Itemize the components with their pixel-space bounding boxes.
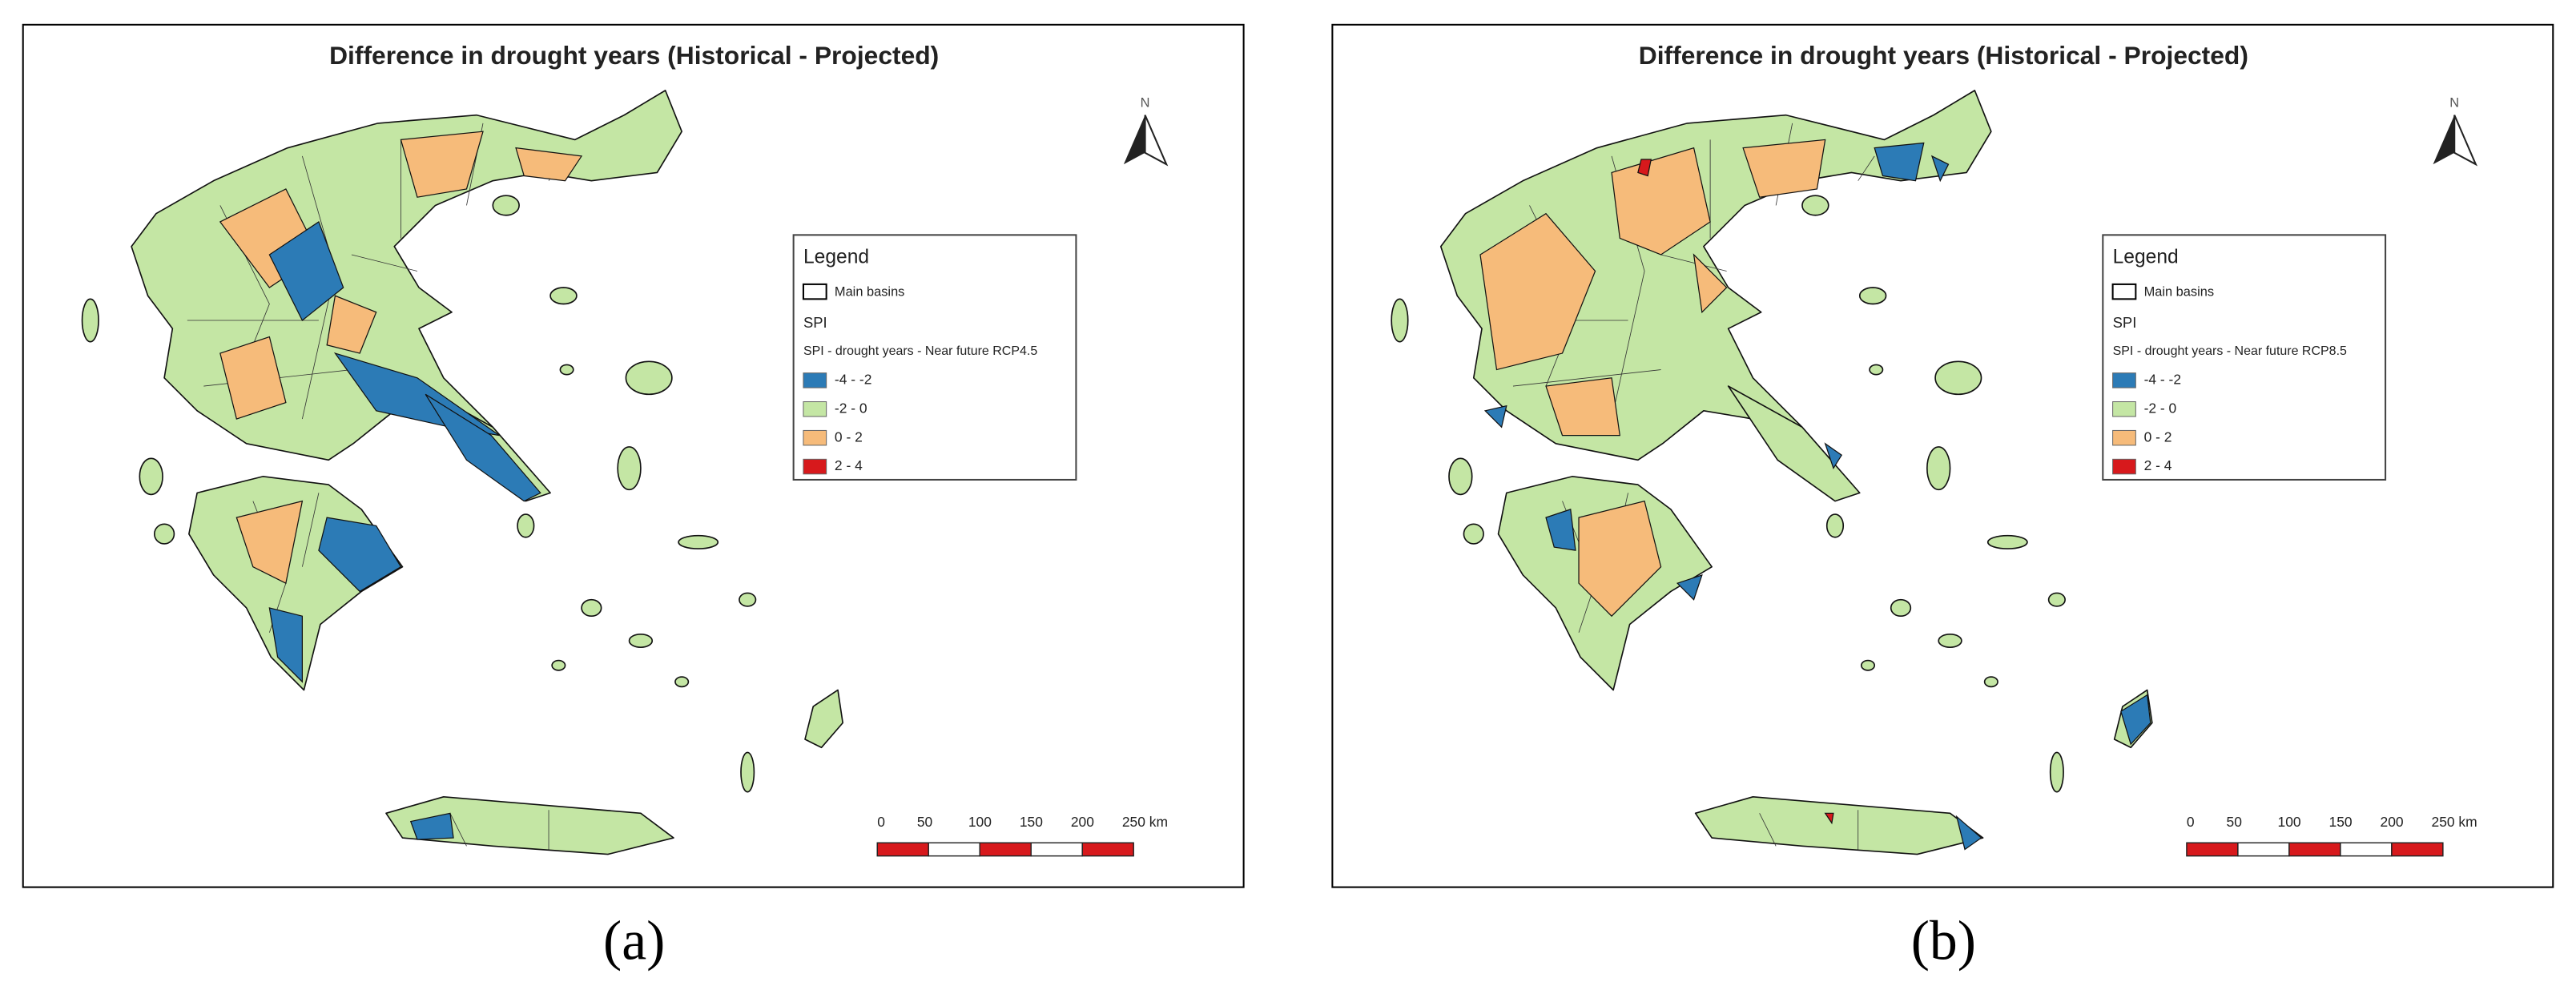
map-title: Difference in drought years (Historical … [1639,41,2248,70]
legend-label: -2 - 0 [835,400,867,416]
class-patches [1479,139,2151,851]
legend-label: -2 - 0 [2144,400,2177,416]
scale-segment [1081,842,1134,857]
scale-label: 100 [2278,814,2301,830]
legend-swatch [2112,429,2136,446]
scale-segment [2186,842,2239,857]
basin-patch [425,393,541,502]
legend-label: 0 - 2 [2144,429,2172,445]
basin-patch [268,221,344,321]
scale-segment [2237,842,2290,857]
basin-patch [1955,815,1982,851]
legend-swatch [803,458,827,475]
map-panel: Difference in drought years (Historical … [22,23,1245,888]
legend-label: -4 - -2 [2144,371,2181,387]
scale-label: 0 [2187,814,2195,830]
scale-label: 150 [2329,814,2353,830]
basin-patch [1545,509,1576,551]
scale-segment [2288,842,2341,857]
legend-title: Legend [803,247,869,268]
map-panel: Difference in drought years (Historical … [1331,23,2554,888]
scale-segment [1030,842,1083,857]
basin-patch [1545,377,1621,437]
basin-patch [268,607,304,683]
legend-swatch [803,401,827,417]
north-label: N [1141,96,1150,111]
basin-patch [235,500,304,585]
scale-label: 100 [968,814,992,830]
basin-patch [1742,139,1826,198]
legend-label: 2 - 4 [2144,457,2172,473]
basin-patch [1637,159,1652,177]
scale-label: 0 [877,814,885,830]
basin-patch [1676,573,1703,601]
legend-swatch [2111,283,2137,300]
scale-segment [979,842,1032,857]
north-arrow [2453,115,2478,167]
scale-label: 50 [917,814,933,830]
scale-segment [2391,842,2444,857]
north-arrow [1144,115,1169,167]
panel-caption: (b) [1911,910,1976,972]
legend-subtitle: SPI - drought years - Near future RCP8.5 [2113,344,2347,358]
scale-label: 150 [1020,814,1043,830]
scale-label: 250 km [1122,814,1168,830]
legend-label: 2 - 4 [835,457,863,473]
legend-label: Main basins [835,284,904,299]
basin-patch [1824,442,1843,470]
class-patches [219,131,583,840]
legend-swatch [2112,401,2136,417]
legend-swatch [2112,372,2136,388]
basin-patch [409,812,454,840]
basin-patch [400,131,484,198]
scale-segment [876,842,929,857]
basin-patch [1693,253,1728,314]
basin-patch [1930,155,1950,183]
basin-patch [1874,142,1925,182]
scale-label: 200 [2381,814,2404,830]
basin-patch [318,517,402,593]
basin-patch [515,147,583,182]
basin-patch [1611,147,1711,256]
legend-subtitle: SPI - drought years - Near future RCP4.5 [803,344,1037,358]
scale-label: 200 [1071,814,1094,830]
legend-title: Legend [2113,247,2179,268]
legend-swatch [803,429,827,446]
basin-patch [219,336,287,420]
basin-patch [1578,500,1662,618]
legend-swatch [802,283,827,300]
legend-swatch [2112,458,2136,475]
map-title: Difference in drought years (Historical … [329,41,939,70]
scale-segment [928,842,980,857]
legend-heading: SPI [2113,314,2137,331]
basin-patch [1483,404,1507,429]
legend-label: Main basins [2144,284,2214,299]
legend-label: 0 - 2 [835,429,863,445]
legend-label: -4 - -2 [835,371,871,387]
legend-swatch [803,372,827,388]
legend-box [2102,234,2387,481]
basin-patch [1824,812,1834,825]
basin-patch [1479,212,1596,371]
north-label: N [2449,96,2459,111]
scale-label: 50 [2227,814,2243,830]
legend-box [792,234,1077,481]
panel-caption: (a) [603,910,665,972]
scale-label: 250 km [2432,814,2477,830]
basin-patch [326,295,377,354]
legend-heading: SPI [803,314,827,331]
scale-segment [2340,842,2393,857]
basin-patch [2120,694,2151,746]
